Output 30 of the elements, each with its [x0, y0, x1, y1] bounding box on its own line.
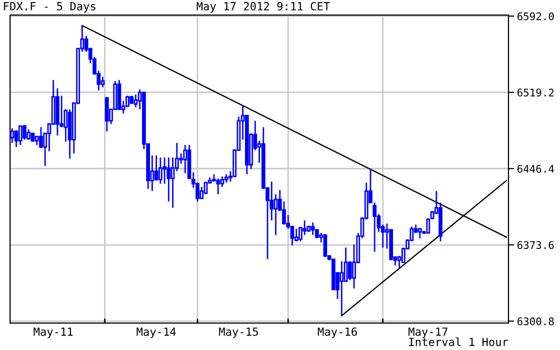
candlestick	[39, 126, 43, 149]
chart-title: FDX.F - 5 Days	[4, 2, 96, 13]
chart-subtitle: May 17 2012 9:11 CET	[196, 2, 330, 13]
candlestick	[166, 156, 171, 202]
candlestick	[34, 136, 39, 146]
x-tick-label: May-15	[219, 328, 258, 338]
y-tick-label: 6519.2	[517, 88, 554, 96]
candlestick	[18, 125, 22, 146]
candlestick	[340, 260, 344, 316]
candlestick	[294, 228, 298, 242]
y-tick-label: 6300.8	[517, 317, 554, 326]
x-tick-label: May-14	[136, 328, 176, 338]
x-tick-label: May-17	[408, 328, 448, 338]
y-tick-label: 6373.6	[517, 241, 554, 250]
x-tick-label: May-16	[318, 327, 357, 338]
text: Interval 1 Hour	[409, 337, 508, 346]
y-tick-label: 6592.0	[517, 12, 554, 20]
candlestick	[154, 154, 158, 182]
candlestick	[117, 79, 122, 110]
candlestick	[56, 88, 60, 136]
candlestick	[310, 222, 315, 236]
candlestick	[418, 228, 422, 239]
candlestick	[104, 97, 109, 132]
candlestick	[179, 152, 183, 165]
candlestick	[200, 186, 204, 200]
candlestick	[216, 178, 220, 195]
candlestick	[302, 220, 307, 236]
x-tick-label: May-11	[34, 328, 73, 338]
candlestick	[158, 156, 162, 184]
y-tick-label: 6446.4	[517, 164, 554, 173]
